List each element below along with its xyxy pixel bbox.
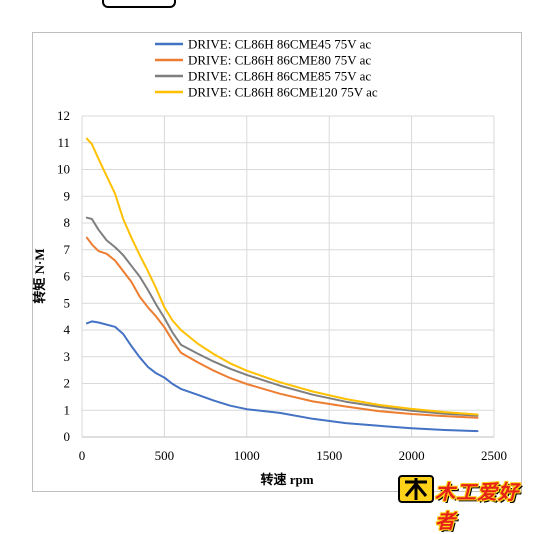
y-tick-label: 4 bbox=[64, 322, 71, 337]
x-tick-label: 500 bbox=[155, 448, 175, 463]
series-line-3 bbox=[85, 216, 479, 417]
x-tick-label: 2000 bbox=[399, 448, 425, 463]
y-tick-label: 8 bbox=[64, 215, 71, 230]
y-tick-label: 10 bbox=[57, 162, 70, 177]
legend-label-1: DRIVE: CL86H 86CME45 75V ac bbox=[188, 37, 371, 52]
y-tick-label: 12 bbox=[57, 108, 70, 123]
chart-frame bbox=[32, 32, 522, 492]
wood-logo-icon bbox=[398, 475, 434, 503]
series-line-4 bbox=[85, 137, 479, 416]
legend-label-4: DRIVE: CL86H 86CME120 75V ac bbox=[188, 85, 378, 100]
series-line-2 bbox=[85, 236, 479, 419]
y-tick-label: 3 bbox=[64, 349, 71, 364]
x-tick-label: 0 bbox=[79, 448, 86, 463]
x-tick-label: 1500 bbox=[316, 448, 342, 463]
y-tick-label: 11 bbox=[57, 135, 70, 150]
y-tick-label: 6 bbox=[64, 269, 71, 284]
legend-label-2: DRIVE: CL86H 86CME80 75V ac bbox=[188, 53, 371, 68]
watermark-text: 木工爱好者 bbox=[435, 480, 519, 533]
legend-label-3: DRIVE: CL86H 86CME85 75V ac bbox=[188, 69, 371, 84]
y-tick-label: 0 bbox=[64, 429, 71, 444]
x-tick-label: 2500 bbox=[481, 448, 507, 463]
x-axis-label: 转速 rpm bbox=[260, 472, 313, 487]
y-tick-label: 5 bbox=[64, 295, 71, 310]
series-lines bbox=[85, 137, 479, 433]
y-tick-label: 7 bbox=[64, 242, 71, 257]
y-tick-label: 9 bbox=[64, 188, 71, 203]
top-tab-decoration bbox=[102, 0, 176, 8]
y-tick-label: 2 bbox=[64, 376, 71, 391]
y-axis-label: 转矩 N·M bbox=[32, 248, 47, 303]
series-line-1 bbox=[85, 320, 479, 433]
watermark-logo: 木工爱好者 bbox=[397, 470, 521, 533]
y-tick-label: 1 bbox=[64, 402, 71, 417]
x-tick-label: 1000 bbox=[234, 448, 260, 463]
